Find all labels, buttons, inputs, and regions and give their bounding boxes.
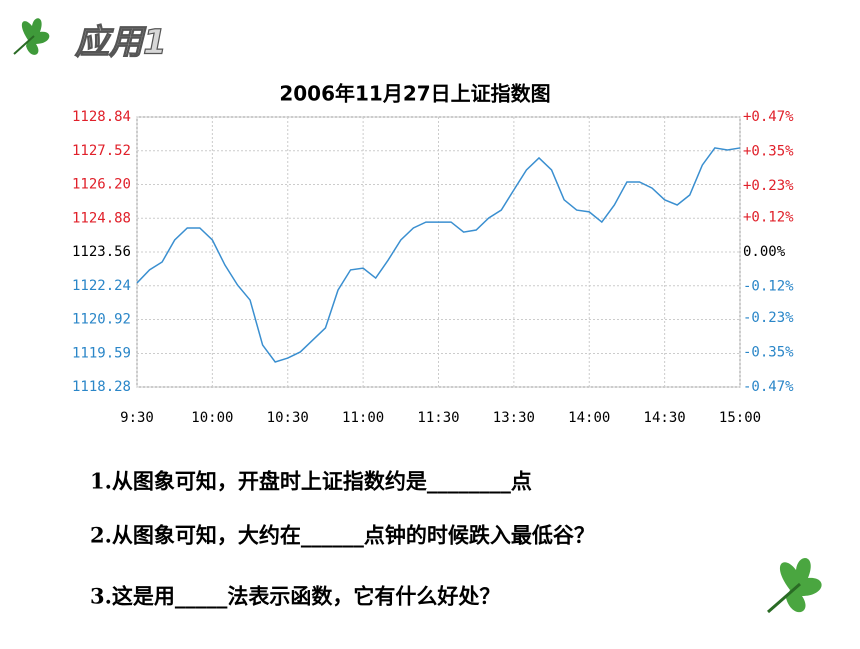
y2-tick-label: +0.35% bbox=[743, 143, 794, 159]
y2-tick-label: -0.12% bbox=[743, 278, 794, 294]
x-tick-label: 14:00 bbox=[568, 410, 610, 426]
y2-tick-label: -0.23% bbox=[743, 310, 794, 326]
y-tick-label: 1119.59 bbox=[72, 346, 131, 362]
x-tick-label: 15:00 bbox=[719, 410, 761, 426]
question: 3.这是用_____法表示函数，它有什么好处？ bbox=[90, 584, 500, 609]
header: 应用1 bbox=[74, 23, 167, 63]
y2-tick-label: +0.12% bbox=[743, 210, 794, 226]
x-tick-label: 13:30 bbox=[493, 410, 535, 426]
y-tick-label: 1122.24 bbox=[72, 278, 131, 294]
leaf-icon bbox=[767, 558, 822, 614]
x-tick-label: 11:00 bbox=[342, 410, 384, 426]
x-tick-label: 9:30 bbox=[120, 410, 154, 426]
y2-tick-label: +0.47% bbox=[743, 109, 794, 125]
question: 2.从图象可知，大约在______点钟的时候跌入最低谷？ bbox=[90, 523, 595, 548]
question: 1.从图象可知，开盘时上证指数约是________点 bbox=[90, 469, 532, 494]
x-tick-label: 14:30 bbox=[644, 410, 686, 426]
y2-tick-label: 0.00% bbox=[743, 244, 786, 260]
x-tick-label: 10:30 bbox=[267, 410, 309, 426]
chart-title: 2006年11月27日上证指数图 bbox=[279, 82, 550, 106]
y-tick-label: 1126.20 bbox=[72, 177, 131, 193]
x-tick-label: 10:00 bbox=[191, 410, 233, 426]
index-line bbox=[136, 147, 741, 363]
y2-tick-label: +0.23% bbox=[743, 178, 794, 194]
y-tick-label: 1127.52 bbox=[72, 143, 131, 159]
y2-tick-label: -0.47% bbox=[743, 379, 794, 395]
y2-tick-label: -0.35% bbox=[743, 345, 794, 361]
y-tick-label: 1128.84 bbox=[72, 109, 131, 125]
y-tick-label: 1118.28 bbox=[72, 379, 131, 395]
y-tick-label: 1123.56 bbox=[72, 244, 131, 260]
y-tick-label: 1120.92 bbox=[72, 312, 131, 328]
y-tick-label: 1124.88 bbox=[72, 210, 131, 226]
x-tick-label: 11:30 bbox=[417, 410, 459, 426]
leaf-icon bbox=[13, 18, 50, 55]
